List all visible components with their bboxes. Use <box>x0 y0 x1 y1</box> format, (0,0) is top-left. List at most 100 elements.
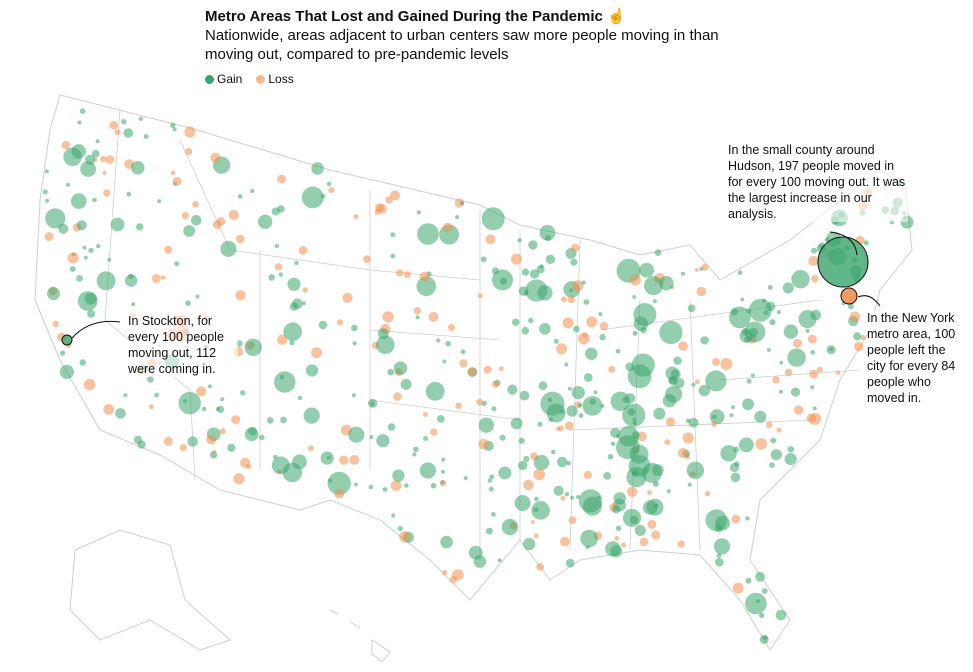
gain-circle <box>618 425 639 447</box>
gain-circle <box>259 434 265 441</box>
gain-circle <box>729 306 751 329</box>
gain-circle <box>639 262 655 278</box>
gain-circle <box>351 393 356 398</box>
loss-circle <box>491 380 499 388</box>
loss-circle <box>231 415 241 425</box>
gain-circle <box>376 434 390 448</box>
loss-circle <box>382 311 394 323</box>
loss-circle <box>682 432 694 444</box>
gain-circle <box>391 513 396 518</box>
loss-circle <box>570 243 580 253</box>
gain-circle <box>123 128 134 138</box>
loss-circle <box>83 378 96 391</box>
loss-circle <box>533 468 546 481</box>
gain-circle <box>640 327 647 334</box>
hawaii-outline <box>329 609 391 663</box>
gain-circle <box>742 398 754 411</box>
loss-circle <box>731 514 741 524</box>
gain-circle <box>577 403 583 408</box>
gain-circle <box>531 501 550 520</box>
gain-circle <box>157 199 162 204</box>
loss-circle <box>311 347 323 359</box>
gain-circle <box>700 336 709 345</box>
gain-circle <box>740 297 745 302</box>
loss-circle <box>556 426 561 431</box>
gain-circle <box>425 381 445 401</box>
gain-circle <box>750 373 755 378</box>
loss-circle <box>816 366 823 373</box>
gain-circle <box>480 256 487 263</box>
loss-circle <box>353 214 359 220</box>
gain-circle <box>687 304 696 313</box>
gain-circle <box>110 217 125 232</box>
loss-circle <box>403 271 411 279</box>
gain-circle <box>91 149 100 158</box>
gain-circle <box>107 257 112 262</box>
gain-circle <box>665 385 683 403</box>
gain-circle <box>766 347 771 352</box>
loss-circle <box>277 334 288 345</box>
loss-circle <box>564 421 574 431</box>
gain-circle <box>202 406 207 412</box>
gain-circle <box>44 169 49 174</box>
gain-circle <box>376 335 395 355</box>
gain-circle <box>714 524 723 533</box>
gain-circle <box>521 268 530 276</box>
loss-circle <box>784 368 793 377</box>
gain-circle <box>487 478 493 483</box>
loss-circle <box>578 332 590 345</box>
gain-circle <box>583 299 590 305</box>
gain-circle <box>289 340 295 346</box>
stockton-circle <box>61 334 73 346</box>
stockton-arrow <box>71 320 121 339</box>
loss-circle <box>277 174 286 184</box>
gain-circle <box>311 162 324 175</box>
gain-circle <box>123 393 128 398</box>
gain-circle <box>404 483 409 488</box>
gain-circle <box>716 553 722 558</box>
gain-circle <box>680 271 685 276</box>
gain-circle <box>646 498 664 516</box>
loss-circle <box>67 252 79 264</box>
gain-circle <box>82 245 87 250</box>
gain-circle <box>492 269 513 291</box>
loss-circle <box>556 343 567 355</box>
loss-circle <box>704 490 711 497</box>
loss-circle <box>794 405 804 415</box>
loss-circle <box>103 189 111 197</box>
gain-circle <box>460 349 466 355</box>
loss-circle <box>442 570 448 576</box>
gain-circle <box>71 193 87 209</box>
gain-circle <box>273 454 278 460</box>
gain-circle <box>126 191 132 197</box>
gain-circle <box>84 292 97 305</box>
gain-circle <box>770 437 777 444</box>
loss-circle <box>339 455 349 465</box>
gain-circle <box>767 285 773 290</box>
loss-circle <box>560 536 570 547</box>
gain-circle <box>138 116 143 121</box>
loss-circle <box>696 286 707 297</box>
gain-circle <box>282 462 303 483</box>
gain-circle <box>652 299 657 304</box>
gain-circle <box>551 449 556 455</box>
gain-circle <box>305 364 319 377</box>
loss-circle <box>666 417 675 427</box>
gain-circle <box>705 370 727 392</box>
gain-circle <box>582 396 603 416</box>
gain-circle <box>131 302 136 307</box>
gain-circle <box>553 485 564 496</box>
loss-circle <box>442 222 453 233</box>
loss-circle <box>567 295 575 304</box>
loss-circle <box>651 530 661 540</box>
loss-circle <box>712 358 720 366</box>
loss-circle <box>210 152 221 163</box>
loss-circle <box>170 170 176 176</box>
gain-circle <box>779 360 784 365</box>
gain-circle <box>326 181 332 187</box>
highlighted-metros <box>61 231 881 346</box>
gain-circle <box>268 274 276 281</box>
gain-circle <box>570 258 578 266</box>
loss-circle <box>608 365 616 373</box>
gain-circle <box>348 426 365 443</box>
